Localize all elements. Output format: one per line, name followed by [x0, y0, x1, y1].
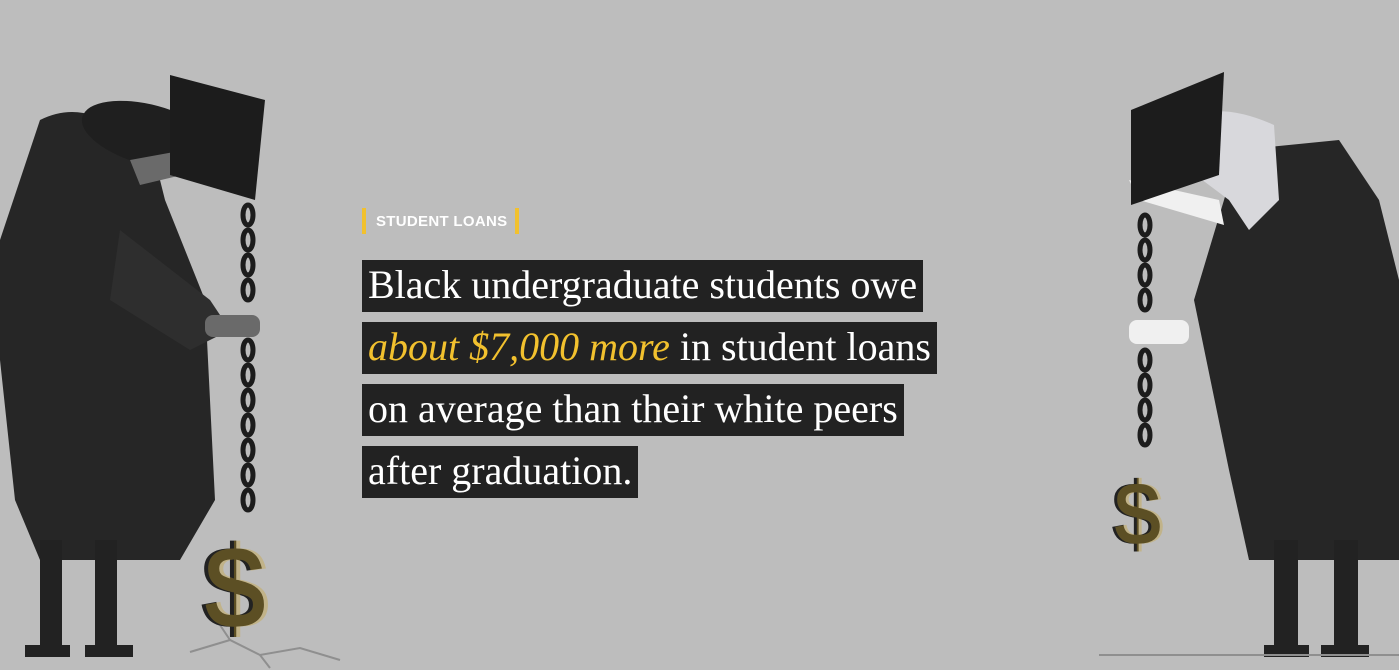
headline: Black undergraduate students owe about $… — [362, 258, 1042, 506]
headline-line-3-text: on average than their white peers — [362, 384, 904, 436]
headline-line-2-text: in student loans — [669, 324, 931, 369]
headline-line-2: about $7,000 more in student loans — [362, 320, 937, 382]
headline-accent-text: about $7,000 more — [368, 324, 670, 369]
svg-text:$: $ — [204, 522, 270, 654]
headline-line-1-text: Black undergraduate students owe — [362, 260, 924, 312]
left-graduate-illustration: $ $ — [0, 75, 341, 669]
right-graduate-illustration: $ $ — [1099, 72, 1399, 657]
chain-icon — [240, 202, 256, 513]
headline-line-1: Black undergraduate students owe — [362, 258, 924, 320]
headline-line-3: on average than their white peers — [362, 382, 904, 444]
ground-crack-icon — [189, 624, 341, 669]
svg-text:$: $ — [1111, 465, 1161, 565]
headline-line-4-text: after graduation. — [362, 446, 639, 498]
headline-line-2-box: about $7,000 more in student loans — [362, 322, 937, 374]
svg-text:$: $ — [1114, 465, 1164, 565]
section-kicker: STUDENT LOANS — [362, 208, 520, 234]
headline-line-4: after graduation. — [362, 444, 639, 506]
mortarboard-icon — [170, 75, 265, 200]
gown-icon — [0, 112, 215, 560]
dollar-sign-icon: $ — [200, 522, 266, 654]
